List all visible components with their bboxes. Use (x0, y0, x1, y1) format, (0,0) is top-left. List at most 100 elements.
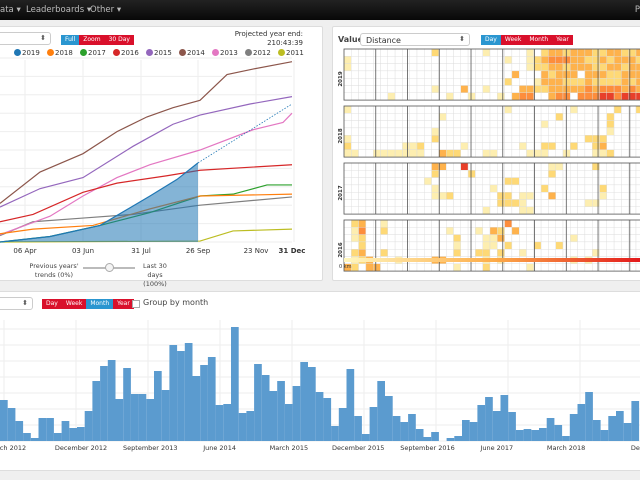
heatmap-cell (577, 149, 586, 158)
30-day-button[interactable]: 30 Day (104, 35, 134, 45)
legend-item-2017[interactable]: 2017 (80, 49, 106, 57)
heatmap-cell (475, 92, 483, 101)
heatmap-cell (555, 56, 564, 64)
heatmap-cell (621, 56, 629, 64)
heatmap-cell (613, 263, 622, 272)
heatmap-cell (373, 206, 381, 215)
heatmap-cell (358, 56, 367, 64)
logo[interactable]: P (634, 5, 640, 15)
heatmap-cell (584, 78, 593, 86)
heatmap-cell (621, 227, 629, 235)
heatmap-cell (518, 113, 527, 121)
nav-item-leaderboards[interactable]: Leaderboards ▾ (26, 5, 92, 15)
heatmap-cell (548, 170, 556, 178)
heatmap-cell (467, 263, 476, 272)
heatmap-cell (343, 134, 352, 143)
full-button[interactable]: Full (61, 35, 80, 45)
legend-item-2011[interactable]: 2011 (278, 49, 304, 57)
metric-select[interactable]: ⬍ (0, 297, 33, 310)
heatmap-cell (584, 134, 593, 143)
heatmap-cell (497, 170, 505, 178)
legend-item-2016[interactable]: 2016 (113, 49, 139, 57)
bar (616, 411, 624, 441)
week-button[interactable]: Week (61, 299, 87, 309)
heatmap-cell (606, 248, 615, 257)
heatmap-cell (504, 149, 513, 158)
heatmap-cell (438, 184, 447, 193)
legend-item-2013[interactable]: 2013 (212, 49, 238, 57)
bar (115, 399, 124, 441)
heatmap-cell (570, 162, 578, 171)
heatmap-cell (584, 234, 593, 243)
heatmap-cell (467, 170, 476, 178)
heatmap-cell (453, 120, 462, 129)
heatmap-cell (438, 162, 447, 171)
heatmap-cell (555, 149, 564, 158)
year-select[interactable]: ⬍ (0, 32, 51, 45)
bar (485, 397, 493, 441)
heatmap-cell (431, 206, 440, 215)
heatmap-cell (460, 78, 469, 86)
heatmap-cell (489, 78, 498, 86)
zoom-button[interactable]: Zoom (79, 35, 105, 45)
year-button[interactable]: Year (113, 299, 134, 309)
heatmap-cell (409, 48, 418, 57)
heatmap-cell (424, 234, 432, 243)
heatmap-cell (351, 120, 359, 129)
week-button[interactable]: Week (500, 35, 526, 45)
bar (623, 423, 632, 441)
projection-line (197, 103, 293, 164)
nav-item-data[interactable]: ata ▾ (0, 5, 21, 15)
value-select[interactable]: Distance ⬍ (360, 33, 470, 46)
day-button[interactable]: Day (481, 35, 501, 45)
heatmap-cell (489, 177, 498, 186)
heatmap-cell (570, 127, 578, 136)
heatmap-cell (599, 134, 608, 143)
heatmap-cell (424, 134, 432, 143)
heatmap-cell (489, 263, 498, 272)
heatmap-cell (511, 234, 520, 243)
heatmap-cell (570, 70, 578, 79)
x-tick-label: June 2014 (202, 444, 236, 452)
heatmap-cell (482, 191, 491, 200)
heatmap-cell (584, 142, 593, 151)
heatmap-cell (365, 162, 374, 171)
year-label: 2016 (338, 242, 344, 257)
heatmap-cell (606, 263, 615, 272)
day-button[interactable]: Day (42, 299, 62, 309)
heatmap-cell (358, 70, 367, 79)
heatmap-cell (438, 105, 447, 114)
heatmap-cell (621, 199, 629, 208)
month-button[interactable]: Month (86, 299, 114, 309)
heatmap-cell (635, 85, 640, 94)
heatmap-cell (431, 191, 440, 200)
heatmap-cell (504, 248, 513, 257)
heatmap-cell (467, 149, 476, 158)
heatmap-cell (467, 134, 476, 143)
heatmap-cell (402, 92, 410, 101)
heatmap-cell (460, 184, 469, 193)
month-button[interactable]: Month (525, 35, 553, 45)
heatmap-cell (453, 113, 462, 121)
year-button[interactable]: Year (552, 35, 573, 45)
heatmap-cell (387, 85, 396, 94)
legend-item-2012[interactable]: 2012 (245, 49, 271, 57)
group-by-month-checkbox[interactable] (132, 300, 140, 308)
legend-item-2018[interactable]: 2018 (47, 49, 73, 57)
heatmap-cell (497, 199, 505, 208)
x-tick-label: September 2016 (400, 444, 455, 452)
nav-item-other[interactable]: Other ▾ (90, 5, 122, 15)
heatmap-cell (416, 219, 425, 228)
heatmap-cell (438, 78, 447, 86)
heatmap-cell (409, 234, 418, 243)
heatmap-cell (621, 120, 629, 129)
heatmap-cell (548, 48, 556, 57)
slider-handle[interactable] (104, 263, 114, 272)
heatmap-cell (511, 78, 520, 86)
legend-item-2014[interactable]: 2014 (179, 49, 205, 57)
legend-item-2015[interactable]: 2015 (146, 49, 172, 57)
heatmap-cell (489, 142, 498, 151)
heatmap-cell (431, 113, 440, 121)
legend-item-2019[interactable]: 2019 (14, 49, 40, 57)
heatmap-cell (402, 263, 410, 272)
